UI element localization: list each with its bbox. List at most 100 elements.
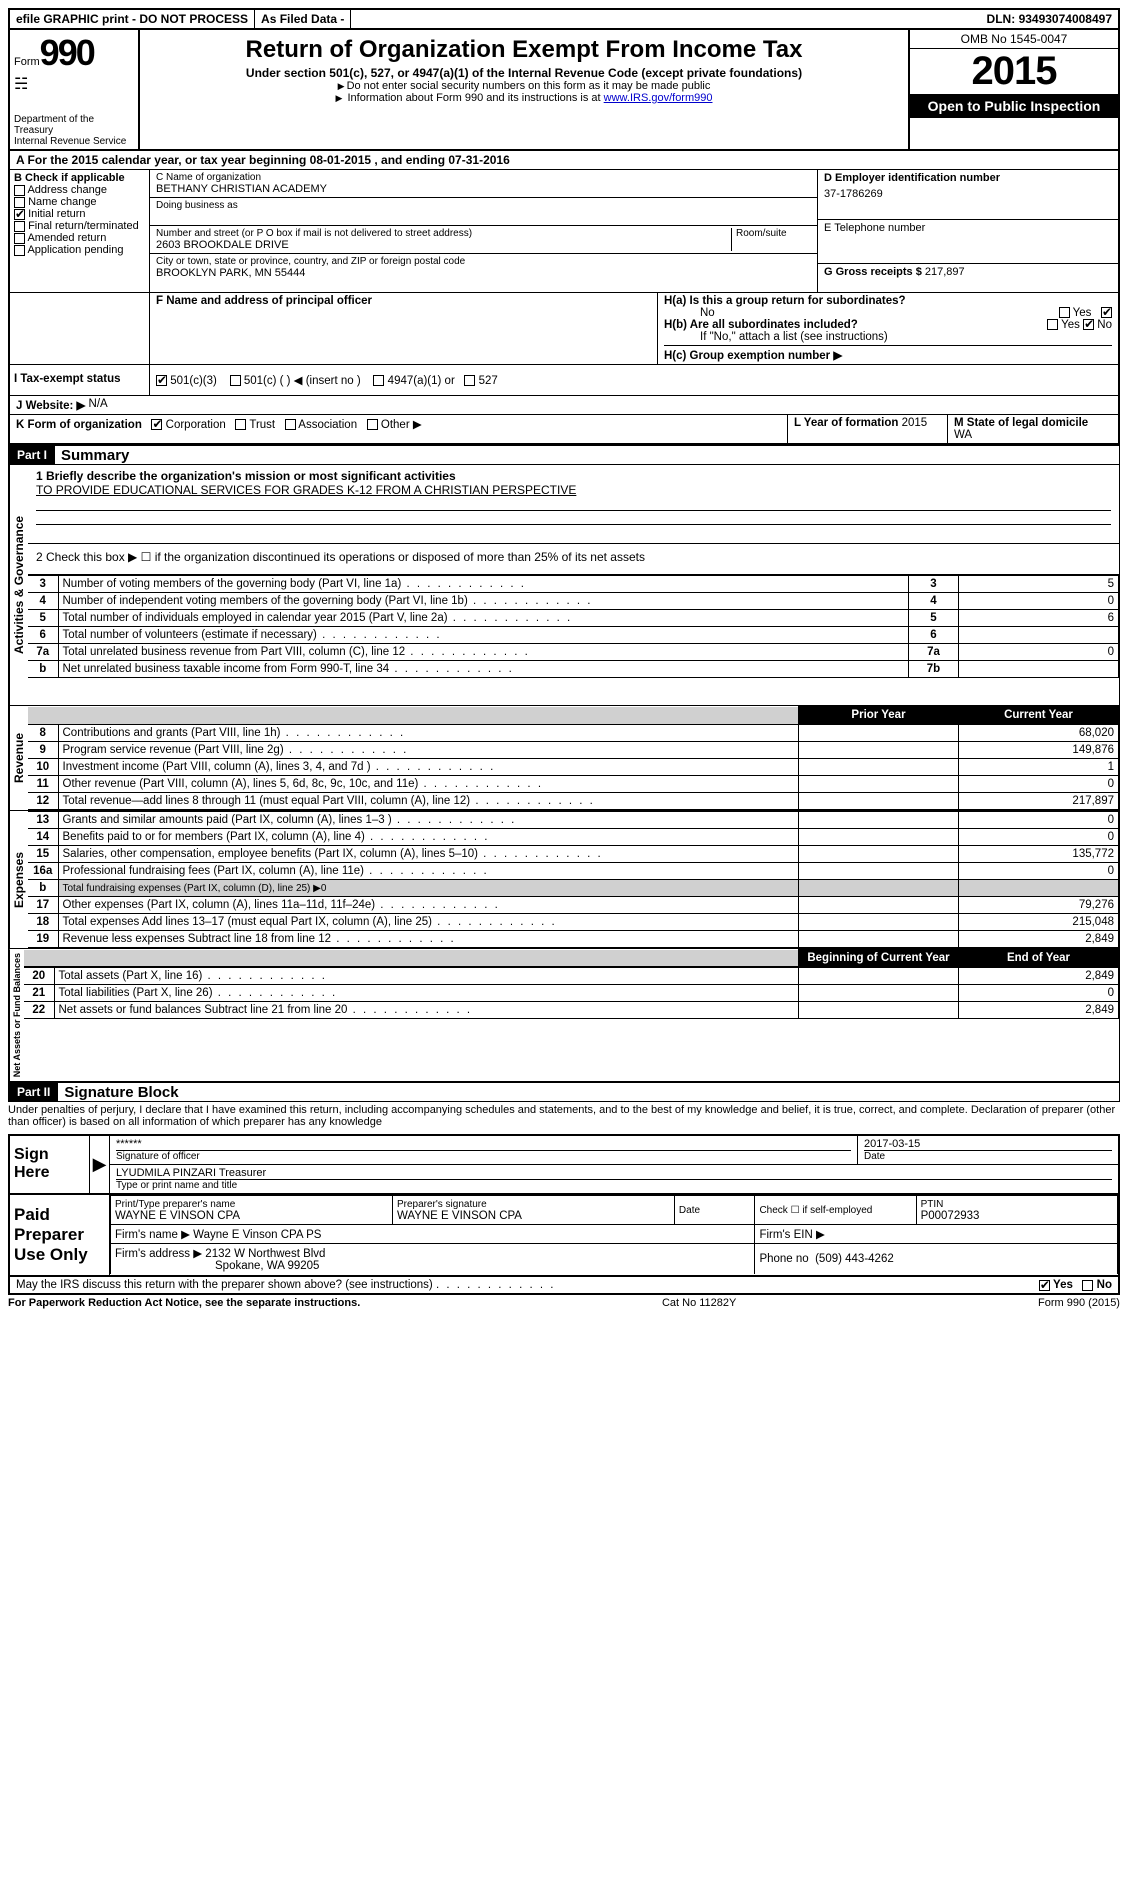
table-row: 9 Program service revenue (Part VIII, li… (28, 742, 1119, 759)
chk-501c3[interactable] (156, 375, 167, 386)
table-row: 4 Number of independent voting members o… (28, 593, 1119, 610)
col-deg: D Employer identification number 37-1786… (818, 170, 1118, 292)
irs-label: Internal Revenue Service (14, 136, 134, 147)
officer-name: LYUDMILA PINZARI Treasurer (116, 1167, 1112, 1180)
preparer-name: WAYNE E VINSON CPA (115, 1210, 240, 1222)
table-row: 5 Total number of individuals employed i… (28, 610, 1119, 627)
table-row: b Net unrelated business taxable income … (28, 661, 1119, 678)
ptin: P00072933 (921, 1210, 980, 1222)
asfiled-label: As Filed Data - (255, 10, 351, 28)
part-ii-header: Part II Signature Block (8, 1082, 1120, 1102)
col-c: C Name of organization BETHANY CHRISTIAN… (150, 170, 818, 292)
line-j: J Website: ▶ N/A (8, 396, 1120, 415)
chk-hb-no[interactable] (1083, 319, 1094, 330)
vtab-net-assets: Net Assets or Fund Balances (9, 949, 24, 1081)
na-head: Beginning of Current Year End of Year (24, 949, 1119, 967)
table-row: 22 Net assets or fund balances Subtract … (24, 1002, 1119, 1019)
efile-topbar: efile GRAPHIC print - DO NOT PROCESS As … (8, 8, 1120, 30)
chk-address-change[interactable] (14, 185, 25, 196)
section-bcdefg: B Check if applicable Address change Nam… (8, 170, 1120, 293)
sign-here-section: Sign Here ▶ ****** Signature of officer … (8, 1134, 1120, 1195)
form-990-label: Form990 (14, 32, 134, 74)
chk-application-pending[interactable] (14, 245, 25, 256)
chk-4947[interactable] (373, 375, 384, 386)
mission-text: TO PROVIDE EDUCATIONAL SERVICES FOR GRAD… (36, 483, 1111, 497)
firm-name: Wayne E Vinson CPA PS (193, 1229, 321, 1241)
table-row: 11 Other revenue (Part VIII, column (A),… (28, 776, 1119, 793)
chk-discuss-no[interactable] (1082, 1280, 1093, 1291)
table-row: 13 Grants and similar amounts paid (Part… (28, 812, 1119, 829)
table-row: 15 Salaries, other compensation, employe… (28, 846, 1119, 863)
form-title: Return of Organization Exempt From Incom… (150, 36, 898, 64)
table-row: 16a Professional fundraising fees (Part … (28, 863, 1119, 880)
dept-label: Department of the Treasury (14, 114, 134, 136)
form-subtitle-1: Under section 501(c), 527, or 4947(a)(1)… (150, 66, 898, 80)
h-a: H(a) Is this a group return for subordin… (664, 295, 1112, 319)
table-row: 20 Total assets (Part X, line 16) 2,849 (24, 968, 1119, 985)
col-b: B Check if applicable Address change Nam… (10, 170, 150, 292)
ag-rows: 3 Number of voting members of the govern… (28, 575, 1119, 678)
line-klm: K Form of organization Corporation Trust… (8, 415, 1120, 445)
summary-section: Activities & Governance 1 Briefly descri… (8, 465, 1120, 706)
paid-preparer-section: Paid Preparer Use Only Print/Type prepar… (8, 1195, 1120, 1277)
table-row: b Total fundraising expenses (Part IX, c… (28, 880, 1119, 897)
h-c: H(c) Group exemption number ▶ (664, 345, 1112, 362)
expenses-section: Expenses 13 Grants and similar amounts p… (8, 811, 1120, 949)
table-row: 6 Total number of volunteers (estimate i… (28, 627, 1119, 644)
org-city: BROOKLYN PARK, MN 55444 (156, 267, 811, 279)
table-row: 17 Other expenses (Part IX, column (A), … (28, 897, 1119, 914)
chk-hb-yes[interactable] (1047, 319, 1058, 330)
chk-other[interactable] (367, 419, 378, 430)
exp-rows: 13 Grants and similar amounts paid (Part… (28, 811, 1119, 948)
chk-ha-no[interactable] (1101, 307, 1112, 318)
section-fh: F Name and address of principal officer … (8, 293, 1120, 365)
ein: 37-1786269 (824, 184, 1112, 204)
table-row: 8 Contributions and grants (Part VIII, l… (28, 725, 1119, 742)
org-street: 2603 BROOKDALE DRIVE (156, 239, 731, 251)
gross-receipts: 217,897 (925, 266, 965, 278)
na-rows: 20 Total assets (Part X, line 16) 2,849 2… (24, 967, 1119, 1019)
chk-trust[interactable] (235, 419, 246, 430)
rev-rows: 8 Contributions and grants (Part VIII, l… (28, 724, 1119, 810)
open-inspection: Open to Public Inspection (910, 94, 1118, 118)
tax-year: 2015 (910, 49, 1118, 94)
chk-final-return[interactable] (14, 221, 25, 232)
table-row: 19 Revenue less expenses Subtract line 1… (28, 931, 1119, 948)
table-row: 3 Number of voting members of the govern… (28, 576, 1119, 593)
part-i-header: Part I Summary (8, 445, 1120, 465)
form-header: Form990 ☵ Department of the Treasury Int… (8, 30, 1120, 151)
page-footer: For Paperwork Reduction Act Notice, see … (8, 1295, 1120, 1309)
vtab-expenses: Expenses (9, 811, 28, 948)
netassets-section: Net Assets or Fund Balances Beginning of… (8, 949, 1120, 1082)
revenue-section: Revenue Prior Year Current Year 8 Contri… (8, 706, 1120, 811)
chk-527[interactable] (464, 375, 475, 386)
chk-corporation[interactable] (151, 419, 162, 430)
line-i: I Tax-exempt status 501(c)(3) 501(c) ( )… (8, 365, 1120, 396)
sign-date: 2017-03-15 (864, 1138, 1112, 1151)
form-subtitle-2: Do not enter social security numbers on … (150, 80, 898, 92)
chk-amended-return[interactable] (14, 233, 25, 244)
chk-initial-return[interactable] (14, 209, 25, 220)
form-subtitle-3: Information about Form 990 and its instr… (150, 92, 898, 104)
table-row: 12 Total revenue—add lines 8 through 11 … (28, 793, 1119, 810)
chk-discuss-yes[interactable] (1039, 1280, 1050, 1291)
table-row: 14 Benefits paid to or for members (Part… (28, 829, 1119, 846)
table-row: 10 Investment income (Part VIII, column … (28, 759, 1119, 776)
chk-501c[interactable] (230, 375, 241, 386)
perjury-statement: Under penalties of perjury, I declare th… (8, 1102, 1120, 1134)
table-row: 18 Total expenses Add lines 13–17 (must … (28, 914, 1119, 931)
org-name: BETHANY CHRISTIAN ACADEMY (156, 183, 811, 195)
may-irs-discuss: May the IRS discuss this return with the… (8, 1277, 1120, 1295)
rev-head: Prior Year Current Year (28, 706, 1119, 724)
efile-label: efile GRAPHIC print - DO NOT PROCESS (10, 10, 255, 28)
firm-phone: (509) 443-4262 (815, 1253, 894, 1265)
irs-link[interactable]: www.IRS.gov/form990 (604, 92, 713, 104)
vtab-activities-governance: Activities & Governance (9, 465, 28, 705)
chk-ha-yes[interactable] (1059, 307, 1070, 318)
table-row: 7a Total unrelated business revenue from… (28, 644, 1119, 661)
sign-arrow-icon: ▶ (90, 1136, 110, 1193)
line-a: A For the 2015 calendar year, or tax yea… (8, 151, 1120, 170)
chk-association[interactable] (285, 419, 296, 430)
omb-number: OMB No 1545-0047 (910, 30, 1118, 49)
vtab-revenue: Revenue (9, 706, 28, 810)
